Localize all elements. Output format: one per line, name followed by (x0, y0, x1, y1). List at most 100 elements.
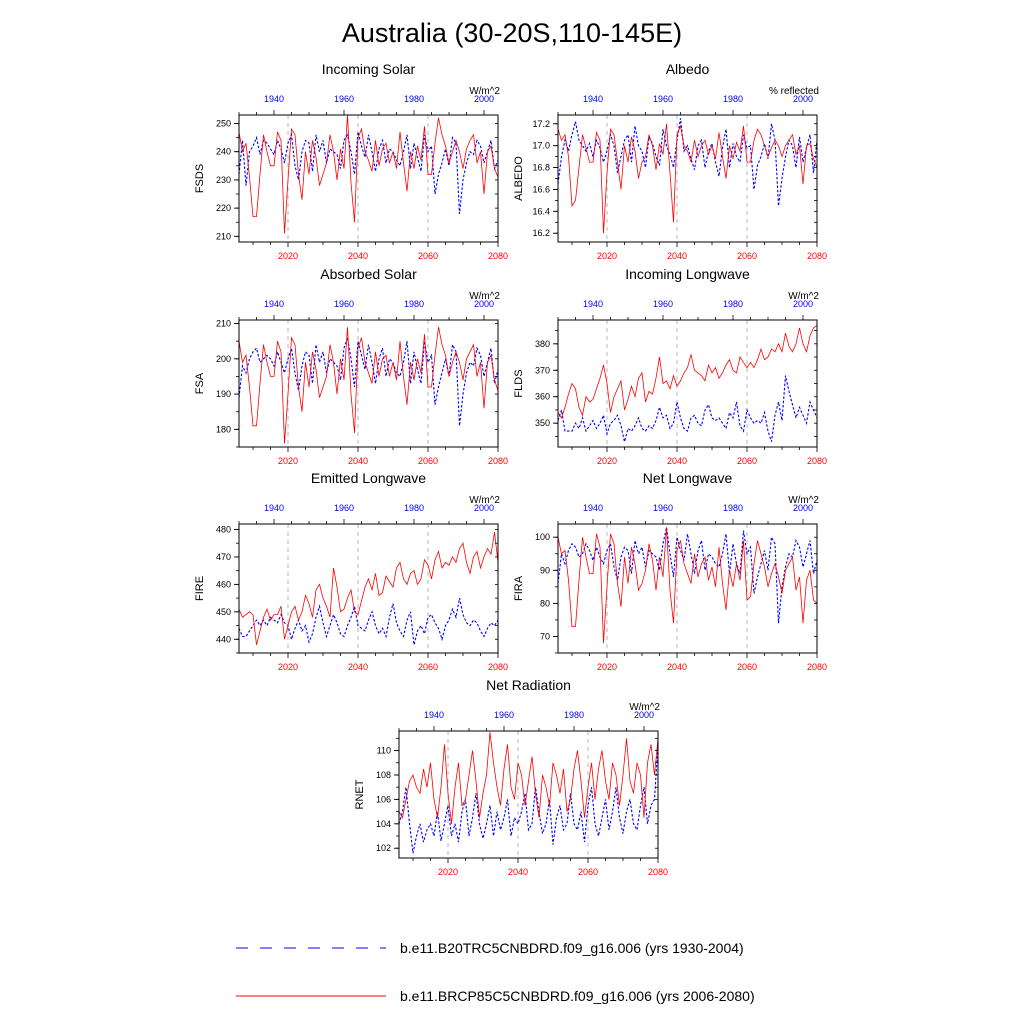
panel-title: Albedo (666, 61, 710, 77)
y-tick-label: 220 (216, 203, 231, 213)
x-tick-label-bottom: 2040 (667, 456, 687, 466)
panel-albedo: 2020 2040 2060 2080 1940 1960 1980 2000 16.2 16.4… (513, 61, 827, 261)
y-axis-label: FSDS (194, 164, 206, 193)
x-tick-label-bottom: 2020 (278, 251, 298, 261)
y-tick-label: 450 (216, 607, 231, 617)
x-tick-label-bottom: 2040 (348, 251, 368, 261)
x-tick-label-top: 1940 (583, 299, 603, 309)
series-line-future (557, 527, 818, 644)
y-tick-label: 210 (216, 319, 231, 329)
y-tick-label: 460 (216, 579, 231, 589)
x-tick-label-top: 1940 (583, 94, 603, 104)
legend-label-future: b.e11.BRCP85C5CNBDRD.f09_g16.006 (yrs 20… (400, 988, 755, 1004)
panel-title: Absorbed Solar (320, 266, 417, 282)
panels: 2020 2040 2060 2080 1940 1960 1980 2000 210 220 23… (194, 61, 827, 877)
x-tick-label-top: 1980 (564, 710, 584, 720)
y-tick-label: 106 (376, 794, 391, 804)
x-tick-label-top: 2000 (793, 94, 813, 104)
x-tick-label-bottom: 2060 (418, 662, 438, 672)
x-tick-label-top: 1980 (723, 299, 743, 309)
y-axis-label: FIRA (513, 575, 525, 601)
x-tick-label-bottom: 2040 (667, 662, 687, 672)
x-tick-label-top: 1960 (494, 710, 514, 720)
x-tick-label-top: 1960 (653, 94, 673, 104)
y-tick-label: 102 (376, 843, 391, 853)
x-tick-label-bottom: 2060 (737, 251, 757, 261)
x-tick-label-bottom: 2020 (278, 662, 298, 672)
y-tick-label: 480 (216, 524, 231, 534)
x-tick-label-bottom: 2080 (648, 867, 668, 877)
series-line-future (557, 123, 818, 234)
x-tick-label-bottom: 2040 (508, 867, 528, 877)
panel-fsds: 2020 2040 2060 2080 1940 1960 1980 2000 210 220 23… (194, 61, 508, 261)
y-tick-label: 190 (216, 389, 231, 399)
x-tick-label-top: 1980 (404, 299, 424, 309)
y-tick-label: 90 (540, 565, 550, 575)
series-line-historical (398, 744, 659, 854)
x-tick-label-bottom: 2080 (488, 251, 508, 261)
y-tick-label: 16.2 (532, 228, 550, 238)
x-tick-label-bottom: 2020 (597, 662, 617, 672)
x-tick-label-bottom: 2080 (488, 456, 508, 466)
y-tick-label: 200 (216, 354, 231, 364)
x-tick-label-bottom: 2040 (667, 251, 687, 261)
panel-fsa: 2020 2040 2060 2080 1940 1960 1980 2000 180 190 20… (194, 266, 508, 466)
x-tick-label-bottom: 2020 (278, 456, 298, 466)
x-tick-label-top: 1980 (404, 94, 424, 104)
y-tick-label: 210 (216, 231, 231, 241)
y-tick-label: 17.2 (532, 119, 550, 129)
y-tick-label: 440 (216, 634, 231, 644)
x-tick-label-top: 2000 (793, 299, 813, 309)
series-line-historical (238, 337, 499, 426)
series-line-future (238, 114, 499, 234)
units-label: W/m^2 (469, 86, 500, 97)
y-tick-label: 180 (216, 424, 231, 434)
y-tick-label: 240 (216, 147, 231, 157)
panel-title: Net Radiation (486, 677, 571, 693)
panel-title: Emitted Longwave (311, 470, 426, 486)
x-tick-label-top: 1960 (334, 503, 354, 513)
y-tick-label: 17.0 (532, 141, 550, 151)
y-tick-label: 16.6 (532, 184, 550, 194)
panel-title: Incoming Longwave (625, 266, 750, 282)
plot-frame (238, 114, 499, 243)
panel-flds: 2020 2040 2060 2080 1940 1960 1980 2000 350 360 37… (513, 266, 827, 466)
x-tick-label-bottom: 2020 (438, 867, 458, 877)
x-tick-label-bottom: 2080 (807, 456, 827, 466)
y-axis-label: FIRE (194, 576, 206, 601)
x-tick-label-bottom: 2020 (597, 456, 617, 466)
y-tick-label: 110 (377, 746, 391, 756)
panel-title: Incoming Solar (322, 61, 416, 77)
x-tick-label-bottom: 2020 (597, 251, 617, 261)
y-axis-label: ALBEDO (513, 156, 525, 201)
figure-title: Australia (30-20S,110-145E) (342, 18, 682, 48)
x-tick-label-top: 1980 (723, 503, 743, 513)
x-tick-label-top: 1960 (653, 503, 673, 513)
y-tick-label: 360 (535, 392, 550, 402)
plot-frame (398, 730, 659, 859)
series-line-future (398, 732, 659, 824)
units-label: W/m^2 (788, 495, 819, 506)
x-tick-label-top: 2000 (793, 503, 813, 513)
units-label: W/m^2 (469, 495, 500, 506)
y-tick-label: 80 (540, 598, 550, 608)
units-label: W/m^2 (469, 291, 500, 302)
x-tick-label-bottom: 2080 (807, 662, 827, 672)
x-tick-label-bottom: 2040 (348, 456, 368, 466)
series-line-future (238, 532, 499, 645)
y-tick-label: 350 (535, 418, 550, 428)
x-tick-label-bottom: 2060 (737, 662, 757, 672)
x-tick-label-bottom: 2060 (418, 251, 438, 261)
x-tick-label-bottom: 2060 (737, 456, 757, 466)
plot-frame (238, 319, 499, 448)
y-axis-label: FLDS (513, 369, 525, 397)
y-tick-label: 104 (376, 819, 391, 829)
series-line-historical (238, 597, 499, 645)
x-tick-label-top: 1980 (404, 503, 424, 513)
x-tick-label-top: 2000 (474, 299, 494, 309)
plot-frame (238, 523, 499, 654)
y-tick-label: 470 (216, 552, 231, 562)
x-tick-label-top: 2000 (634, 710, 654, 720)
x-tick-label-top: 2000 (474, 94, 494, 104)
